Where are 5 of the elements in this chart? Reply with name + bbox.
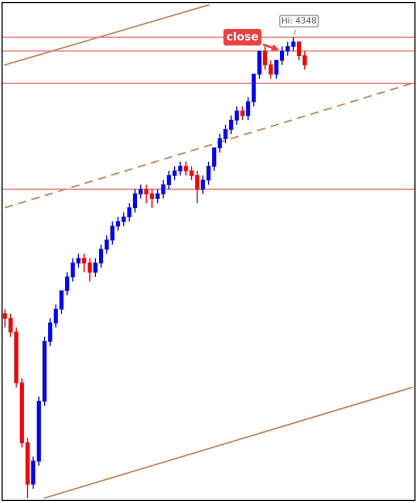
candlestick bbox=[240, 106, 244, 121]
annotation: close bbox=[226, 32, 258, 40]
candlestick bbox=[31, 456, 36, 490]
candlestick bbox=[291, 36, 296, 52]
annotation: Hi: 4348 bbox=[282, 17, 316, 24]
